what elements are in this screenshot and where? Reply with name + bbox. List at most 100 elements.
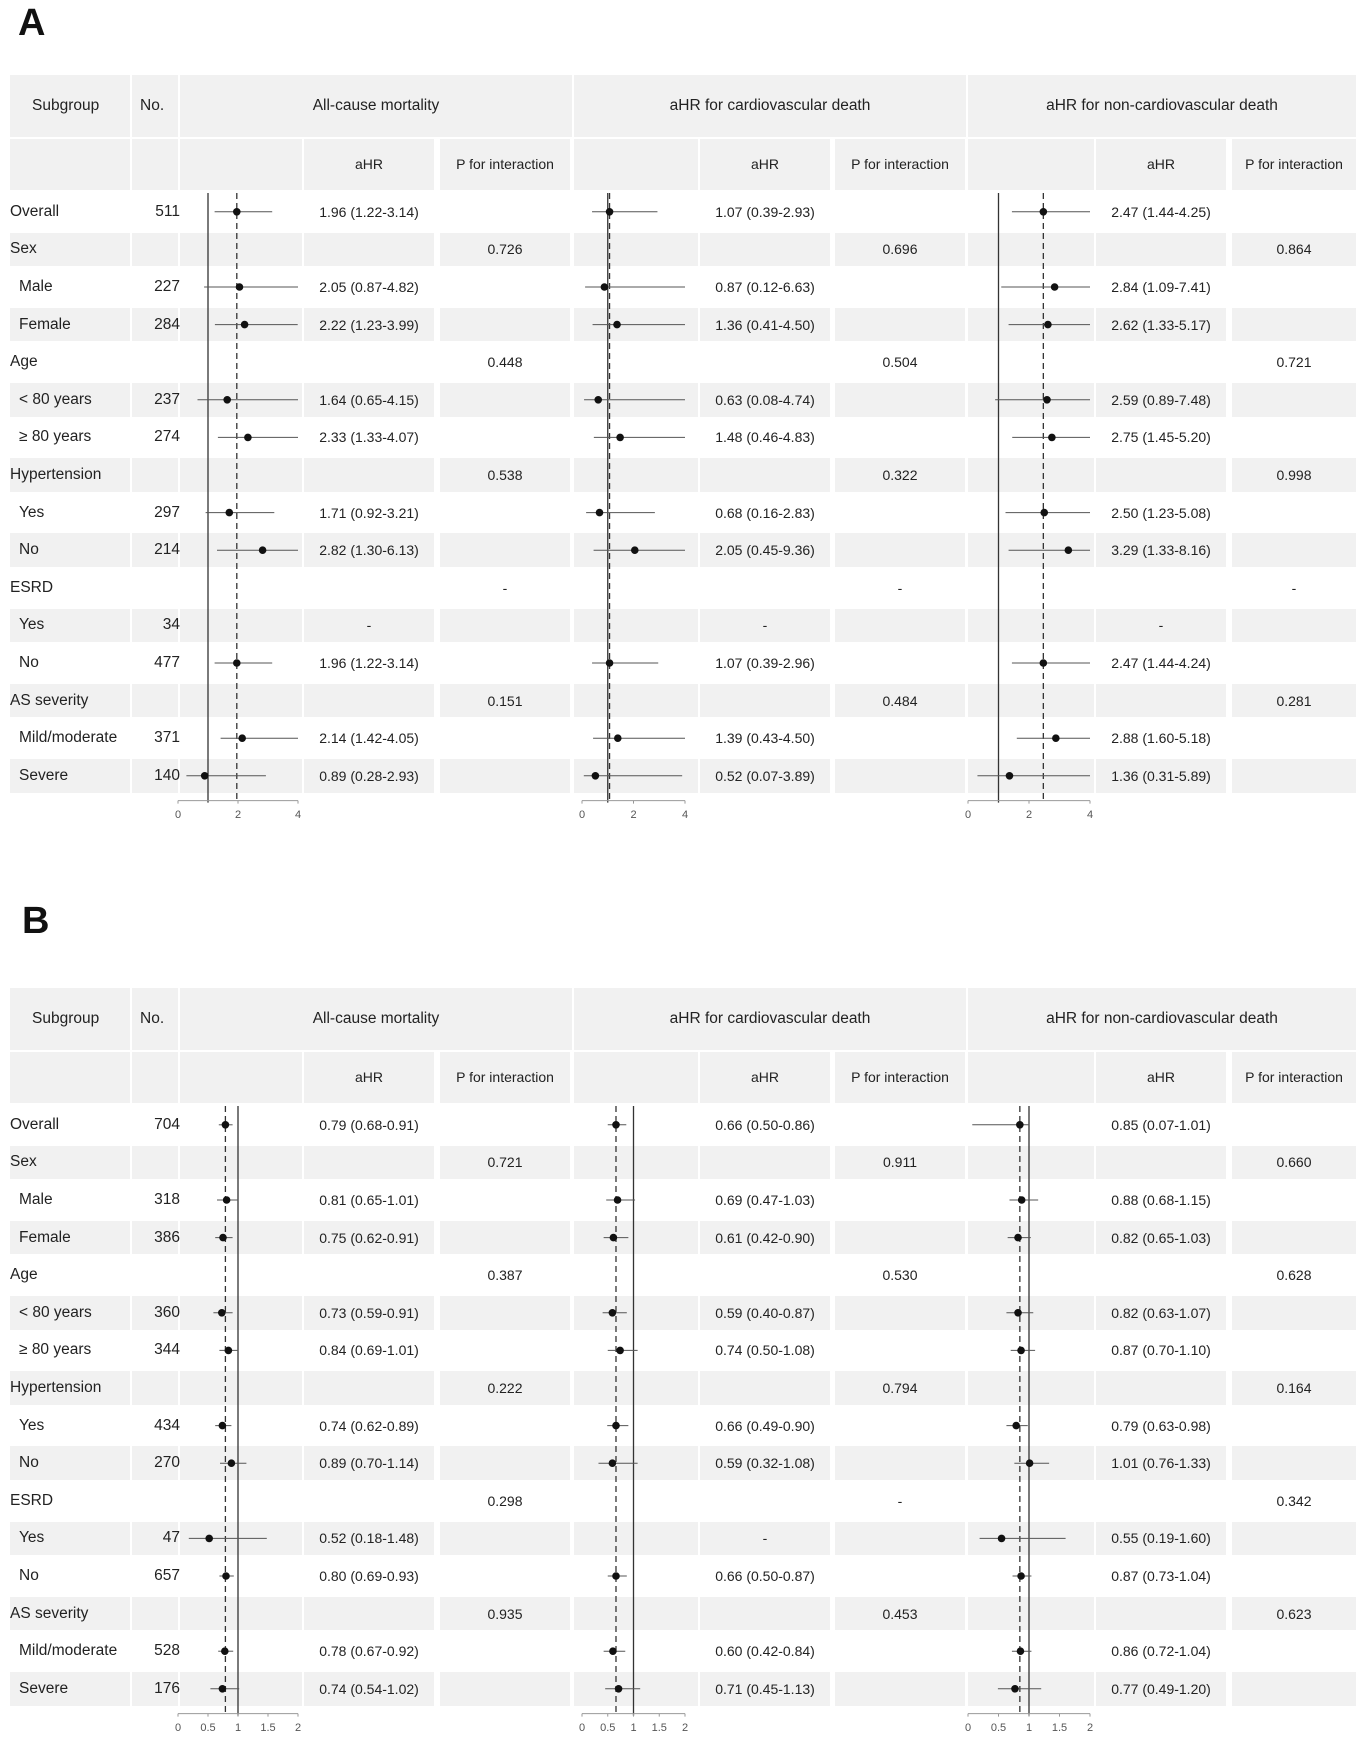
ahr-value: 0.71 (0.45-1.13) bbox=[715, 1680, 815, 1697]
row-stripe bbox=[10, 232, 130, 267]
row-stripe bbox=[10, 759, 130, 793]
ahr-value: 2.22 (1.23-3.99) bbox=[319, 316, 419, 333]
point-estimate bbox=[614, 1685, 623, 1693]
ahr-value: 0.73 (0.59-0.91) bbox=[319, 1304, 419, 1321]
point-estimate bbox=[594, 396, 603, 404]
row-stripe bbox=[304, 232, 434, 267]
row-stripe bbox=[132, 608, 178, 643]
ahr-value: 2.75 (1.45-5.20) bbox=[1111, 429, 1211, 446]
point-estimate bbox=[612, 1572, 620, 1580]
subgroup-count: 176 bbox=[154, 1679, 180, 1697]
point-estimate bbox=[227, 1459, 236, 1467]
row-stripe bbox=[132, 1446, 178, 1480]
subgroup-label: Overall bbox=[10, 1115, 60, 1133]
row-stripe bbox=[440, 383, 570, 417]
row-stripe bbox=[132, 307, 178, 342]
row-stripe bbox=[440, 1521, 570, 1556]
point-estimate bbox=[613, 320, 621, 329]
row-stripe bbox=[10, 533, 130, 567]
p-interaction-value: - bbox=[897, 579, 903, 596]
subheader-cell bbox=[574, 1052, 698, 1103]
x-tick-label: 0.5 bbox=[600, 1721, 616, 1734]
row-stripe bbox=[1232, 1672, 1356, 1706]
subgroup-count: 434 bbox=[154, 1416, 180, 1434]
row-stripe bbox=[835, 683, 965, 718]
subheader-cell bbox=[440, 139, 570, 190]
row-stripe bbox=[1096, 1371, 1226, 1405]
row-stripe bbox=[180, 608, 302, 643]
ahr-value: 0.82 (0.65-1.03) bbox=[1111, 1229, 1211, 1246]
row-stripe bbox=[835, 1521, 965, 1556]
forest-panel-b: Subgroup No. All-cause mortality aHR P for i… bbox=[0, 913, 1367, 1734]
x-tick-label: 0 bbox=[964, 1721, 972, 1734]
row-stripe bbox=[835, 1672, 965, 1706]
subheader-cell bbox=[835, 139, 965, 190]
subgroup-count: 297 bbox=[154, 503, 180, 521]
subheader-cell bbox=[1096, 139, 1226, 190]
point-estimate bbox=[238, 734, 246, 742]
row-stripe bbox=[574, 1596, 698, 1631]
row-stripe bbox=[1096, 533, 1226, 567]
subheader-cell bbox=[835, 1052, 965, 1103]
row-stripe bbox=[440, 533, 570, 567]
subgroup-count: 704 bbox=[154, 1115, 180, 1133]
ahr-value: 0.84 (0.69-1.01) bbox=[319, 1342, 419, 1359]
ahr-value: 0.74 (0.62-0.89) bbox=[319, 1417, 419, 1434]
row-stripe bbox=[835, 307, 965, 342]
forest-plot-1 bbox=[177, 193, 299, 804]
ahr-header: aHR bbox=[1146, 155, 1175, 172]
row-stripe bbox=[1096, 1672, 1226, 1706]
ahr-value: 0.69 (0.47-1.03) bbox=[715, 1192, 815, 1208]
subgroup-label: Male bbox=[19, 278, 53, 295]
p-interaction-value: 0.538 bbox=[487, 467, 523, 483]
row-stripe bbox=[574, 683, 698, 718]
ahr-value: 1.01 (0.76-1.33) bbox=[1111, 1455, 1211, 1472]
subgroup-header: Subgroup bbox=[32, 97, 100, 114]
point-estimate bbox=[1017, 1196, 1026, 1204]
ahr-value: 0.87 (0.12-6.63) bbox=[715, 279, 815, 295]
ahr-value: 1.36 (0.31-5.89) bbox=[1111, 767, 1211, 784]
point-estimate bbox=[258, 546, 267, 554]
x-tick-label: 0.5 bbox=[990, 1721, 1007, 1734]
ahr-value: 1.07 (0.39-2.96) bbox=[715, 655, 815, 671]
row-stripe bbox=[700, 1371, 830, 1405]
subheader-cell bbox=[132, 1052, 178, 1103]
row-stripe bbox=[1232, 1296, 1356, 1330]
row-stripe bbox=[1232, 759, 1356, 793]
p-interaction-value: - bbox=[897, 1492, 903, 1509]
p-interaction-header: P for interaction bbox=[851, 1068, 949, 1085]
ahr-value: 1.96 (1.22-3.14) bbox=[319, 203, 419, 220]
subheader-cell bbox=[10, 139, 130, 190]
subheader-cell bbox=[1232, 139, 1356, 190]
row-stripe bbox=[1232, 232, 1356, 267]
point-estimate bbox=[1016, 1121, 1024, 1129]
point-estimate bbox=[200, 772, 209, 780]
subgroup-label: No bbox=[19, 1567, 39, 1584]
point-estimate bbox=[1050, 283, 1059, 291]
point-estimate bbox=[612, 1121, 620, 1129]
ahr-value: 0.52 (0.07-3.89) bbox=[715, 767, 815, 784]
row-stripe bbox=[10, 383, 130, 417]
x-tick-label: 0 bbox=[578, 808, 586, 821]
point-estimate bbox=[233, 208, 241, 216]
p-interaction-value: 0.151 bbox=[487, 692, 523, 709]
row-stripe bbox=[968, 458, 1094, 492]
row-stripe bbox=[440, 683, 570, 718]
subheader-cell bbox=[304, 1052, 434, 1103]
subgroup-label: Severe bbox=[19, 766, 69, 784]
header-cell bbox=[10, 988, 130, 1050]
point-estimate bbox=[221, 1121, 230, 1129]
subgroup-count: 528 bbox=[154, 1642, 180, 1660]
row-stripe bbox=[1232, 533, 1356, 567]
row-stripe bbox=[10, 608, 130, 643]
subgroup-label: Mild/moderate bbox=[19, 729, 118, 747]
row-stripe bbox=[574, 1371, 698, 1405]
subgroup-label: ESRD bbox=[10, 1491, 54, 1509]
subheader-cell bbox=[180, 139, 302, 190]
ahr-value: 0.66 (0.50-0.87) bbox=[715, 1568, 815, 1584]
row-stripe bbox=[132, 533, 178, 567]
row-stripe bbox=[700, 1220, 830, 1255]
subheader-cell bbox=[968, 139, 1094, 190]
row-stripe bbox=[180, 1672, 302, 1706]
row-stripe bbox=[10, 1145, 130, 1180]
